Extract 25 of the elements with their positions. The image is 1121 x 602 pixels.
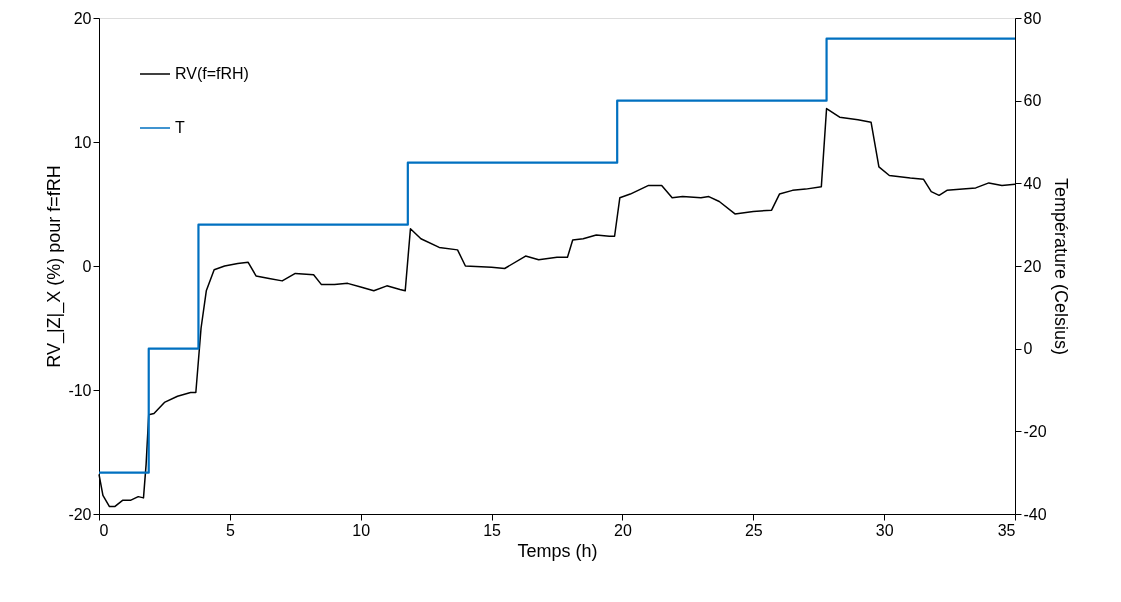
y2-axis-title: Température (Celsius) [1050,177,1071,356]
x-tick-label: 5 [225,521,235,539]
y2-tick-label: -40 [1023,505,1047,523]
y-tick-label: 20 [73,9,92,27]
y-axis-title: RV_|Z|_X (%) pour f=fRH [44,165,66,368]
x-tick-label: 15 [483,521,502,539]
x-axis-title: Temps (h) [517,540,598,561]
y-tick-label: 10 [73,133,92,151]
legend-label: T [175,119,185,136]
x-tick-label: 30 [875,521,894,539]
y2-tick-label: 80 [1023,9,1042,27]
y2-tick-label: 20 [1023,257,1042,275]
y2-tick-label: 60 [1023,92,1042,110]
legend-label: RV(f=fRH) [175,65,249,82]
y-tick-label: -20 [68,505,92,523]
x-tick-label: 35 [997,521,1016,539]
x-tick-label: 25 [744,521,763,539]
x-tick-label: 10 [352,521,371,539]
y2-tick-label: 40 [1023,174,1042,192]
y2-tick-label: -20 [1023,422,1047,440]
x-tick-label: 0 [99,521,109,539]
y-tick-label: 0 [82,257,92,275]
x-tick-label: 20 [614,521,632,539]
y2-tick-label: 0 [1023,340,1033,358]
y-tick-label: -10 [68,381,92,399]
